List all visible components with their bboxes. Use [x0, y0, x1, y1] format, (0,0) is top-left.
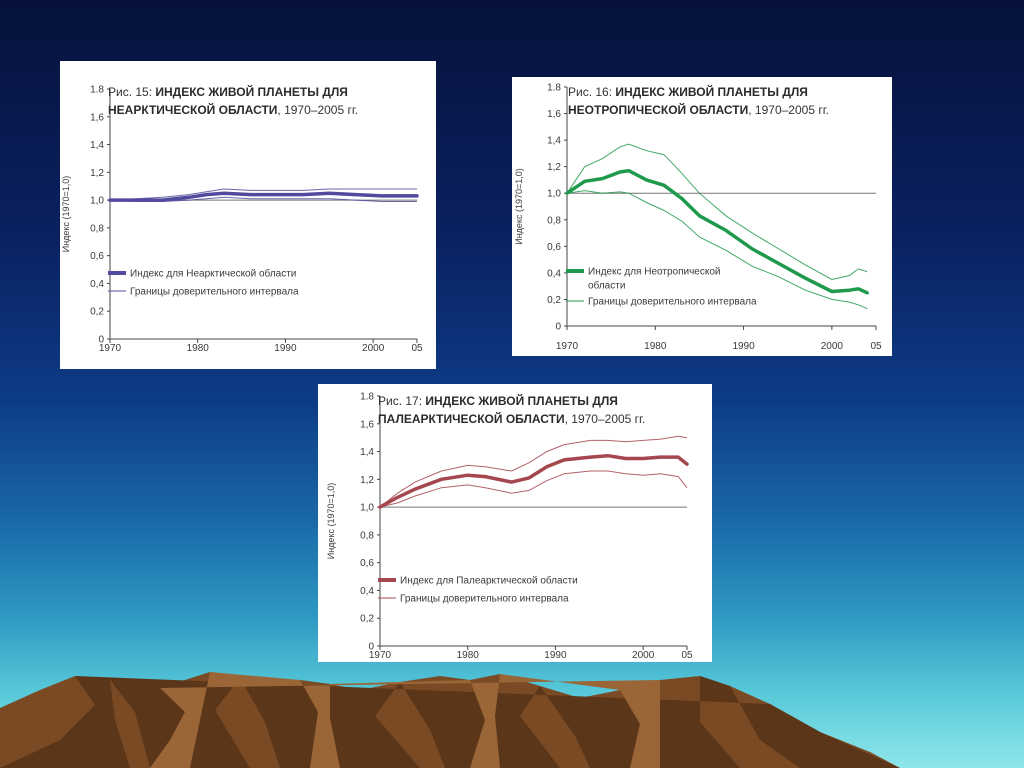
mountain-highlight — [150, 672, 660, 768]
legend-index-label-cont: области — [588, 280, 625, 292]
y-tick-label: 0,4 — [360, 586, 374, 597]
legend-ci-label: Границы доверительного интервала — [588, 297, 757, 308]
y-tick-label: 0 — [368, 642, 374, 653]
x-tick-label: 1980 — [457, 650, 480, 661]
y-tick-label: 1,0 — [547, 189, 561, 200]
x-tick-label: 05 — [411, 343, 423, 354]
chart-title: Рис. 15: ИНДЕКС ЖИВОЙ ПЛАНЕТЫ ДЛЯ НЕАРКТ… — [108, 85, 359, 117]
legend-index-label: Индекс для Палеарктической области — [400, 575, 578, 587]
y-tick-label: 0,6 — [90, 251, 104, 262]
x-tick-label: 1980 — [644, 341, 667, 352]
x-tick-label: 1970 — [99, 343, 122, 354]
y-tick-label: 0,4 — [547, 268, 561, 279]
index-line — [378, 453, 689, 509]
y-tick-label: 0,8 — [90, 223, 104, 234]
chart-title: Рис. 17: ИНДЕКС ЖИВОЙ ПЛАНЕТЫ ДЛЯ ПАЛЕАР… — [378, 394, 646, 426]
chart-panel-nearctic: 0 0,2 0,4 0,6 0,8 1,0 1,2 1,4 1,6 1.8 1970 1980 1990… — [60, 61, 436, 369]
x-tick-label: 1990 — [274, 343, 297, 354]
x-tick-label: 2000 — [362, 343, 385, 354]
ci-upper-line — [109, 188, 417, 201]
y-tick-label: 1,6 — [547, 109, 561, 120]
legend-ci-label: Границы доверительного интервала — [400, 594, 569, 605]
ci-upper-line — [566, 143, 868, 281]
y-tick-label: 0,6 — [547, 242, 561, 253]
y-tick-label: 0,4 — [90, 279, 104, 290]
legend-ci-label: Границы доверительного интервала — [130, 287, 299, 298]
ci-lower-line — [566, 190, 868, 310]
y-tick-label: 1,4 — [90, 140, 104, 151]
x-tick-label: 1990 — [544, 650, 567, 661]
legend-index-label: Индекс для Неарктической области — [130, 268, 296, 280]
x-tick-label: 1970 — [556, 341, 579, 352]
y-tick-label: 0,8 — [547, 215, 561, 226]
ci-upper-line — [379, 435, 688, 508]
ci-lower-line — [379, 470, 688, 508]
x-tick-label: 05 — [681, 650, 693, 661]
x-tick-label: 1990 — [732, 341, 755, 352]
y-tick-label: 0,6 — [360, 558, 374, 569]
y-tick-label: 1,6 — [90, 112, 104, 123]
y-tick-label: 1.8 — [547, 83, 561, 94]
y-tick-label: 1.8 — [90, 85, 104, 96]
mountain-shadow — [0, 676, 900, 768]
y-tick-label: 0,8 — [360, 530, 374, 541]
x-tick-label: 1980 — [187, 343, 210, 354]
y-tick-label: 0,2 — [360, 614, 374, 625]
y-axis-label: Индекс (1970=1,0) — [326, 483, 336, 560]
chart-title: Рис. 16: ИНДЕКС ЖИВОЙ ПЛАНЕТЫ ДЛЯ НЕОТРО… — [568, 85, 829, 117]
y-tick-label: 0 — [98, 335, 104, 346]
y-tick-label: 1,4 — [547, 136, 561, 147]
chart-panel-neotropic: 0 0,2 0,4 0,6 0,8 1,0 1,2 1,4 1,6 1.8 1970 1980 1990… — [512, 77, 892, 356]
y-tick-label: 1,4 — [360, 447, 374, 458]
neotropic-chart: 0 0,2 0,4 0,6 0,8 1,0 1,2 1,4 1,6 1.8 1970 1980 1990… — [514, 83, 882, 353]
index-line — [565, 168, 869, 295]
x-tick-label: 2000 — [821, 341, 844, 352]
nearctic-chart: 0 0,2 0,4 0,6 0,8 1,0 1,2 1,4 1,6 1.8 1970 1980 1990… — [61, 85, 423, 355]
y-tick-label: 1,0 — [90, 196, 104, 207]
y-tick-label: 1,2 — [547, 162, 561, 173]
y-tick-label: 0,2 — [90, 307, 104, 318]
x-tick-label: 2000 — [632, 650, 655, 661]
y-tick-label: 1,2 — [90, 168, 104, 179]
index-line — [108, 191, 419, 202]
y-tick-label: 0,2 — [547, 295, 561, 306]
y-tick-label: 1,2 — [360, 475, 374, 486]
y-tick-label: 0 — [555, 322, 561, 333]
x-tick-label: 05 — [870, 341, 882, 352]
y-axis-label: Индекс (1970=1,0) — [61, 176, 71, 253]
x-tick-label: 1970 — [369, 650, 392, 661]
y-axis-label: Индекс (1970=1,0) — [514, 168, 524, 245]
chart-panel-palearctic: 0 0,2 0,4 0,6 0,8 1,0 1,2 1,4 1,6 1.8 1970 1980 1990… — [318, 384, 712, 662]
y-tick-label: 1.8 — [360, 392, 374, 403]
y-tick-label: 1,6 — [360, 419, 374, 430]
y-tick-label: 1,0 — [360, 503, 374, 514]
legend-index-label: Индекс для Неотропической — [588, 267, 720, 278]
palearctic-chart: 0 0,2 0,4 0,6 0,8 1,0 1,2 1,4 1,6 1.8 1970 1980 1990… — [326, 392, 693, 662]
